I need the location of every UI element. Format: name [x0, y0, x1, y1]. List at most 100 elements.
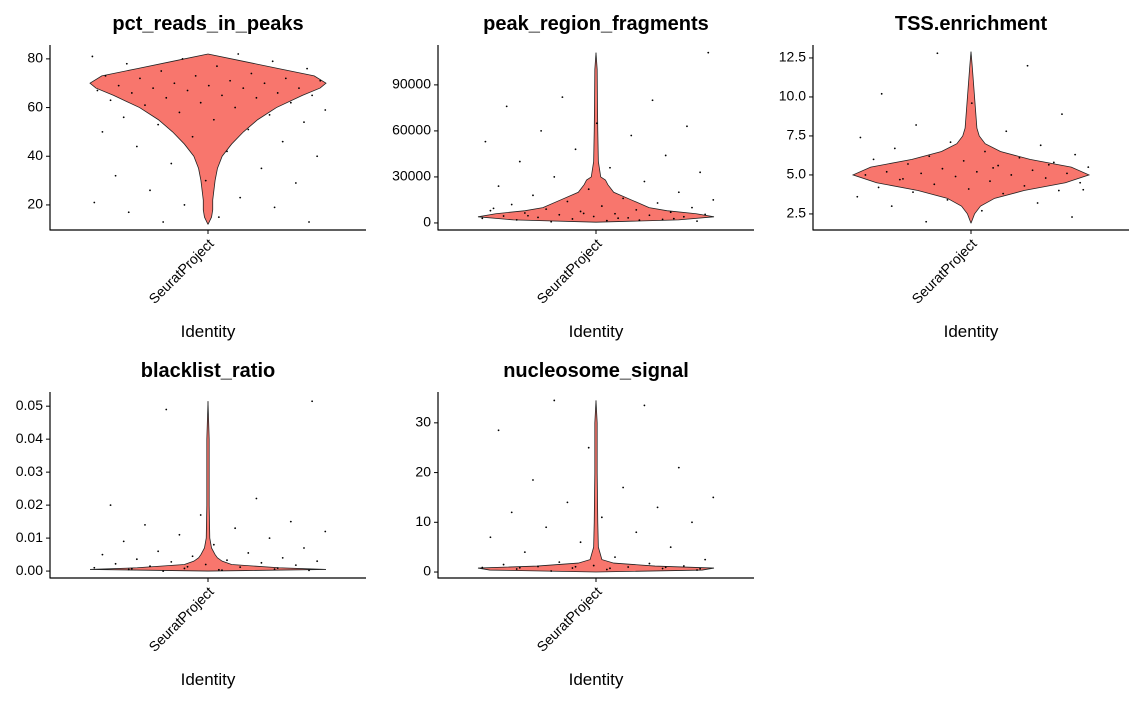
- violin-outline: [207, 401, 327, 572]
- point: [537, 216, 539, 219]
- point: [518, 566, 521, 569]
- point: [135, 145, 138, 148]
- point: [928, 155, 931, 158]
- point: [864, 174, 867, 176]
- point: [162, 221, 165, 223]
- point: [1005, 130, 1008, 133]
- violin-outline: [207, 53, 327, 225]
- point: [686, 125, 688, 128]
- point: [191, 135, 194, 138]
- x-axis-title: Identity: [181, 670, 236, 689]
- point: [165, 96, 168, 99]
- point: [289, 520, 292, 523]
- point: [186, 565, 189, 568]
- point: [1047, 163, 1050, 166]
- point: [532, 479, 534, 481]
- point: [221, 94, 223, 97]
- point: [677, 191, 680, 194]
- point: [553, 176, 556, 178]
- point: [489, 536, 492, 539]
- point: [135, 558, 138, 561]
- violin-outline: [89, 401, 209, 572]
- point: [661, 567, 664, 570]
- point: [656, 202, 659, 204]
- point: [885, 170, 888, 173]
- point: [170, 162, 173, 165]
- point: [183, 567, 186, 570]
- point: [545, 526, 548, 529]
- point: [915, 124, 918, 126]
- point: [109, 504, 112, 507]
- y-tick-label: 7.5: [787, 127, 807, 143]
- violin-half: [208, 54, 326, 225]
- point: [303, 547, 305, 549]
- y-tick-label: 80: [27, 50, 43, 66]
- point: [306, 67, 308, 70]
- point: [962, 160, 965, 162]
- point: [157, 123, 160, 126]
- point: [699, 567, 702, 570]
- point: [93, 201, 96, 204]
- point: [989, 180, 991, 183]
- point: [622, 197, 625, 200]
- point: [144, 524, 146, 526]
- point: [162, 570, 165, 572]
- point: [1018, 156, 1021, 159]
- point: [122, 116, 125, 119]
- point: [627, 566, 630, 568]
- point: [669, 546, 672, 549]
- point: [682, 215, 685, 218]
- y-tick-label: 90000: [392, 76, 431, 92]
- point: [284, 77, 287, 80]
- point: [114, 174, 117, 177]
- point: [199, 514, 202, 516]
- point: [481, 566, 484, 569]
- point: [1023, 184, 1026, 187]
- point: [294, 182, 297, 184]
- x-axis-title: Identity: [944, 322, 999, 341]
- violin-outline: [970, 51, 1091, 224]
- point: [893, 147, 896, 150]
- point: [682, 565, 685, 567]
- point: [127, 568, 130, 571]
- point: [212, 118, 215, 121]
- point: [1026, 64, 1029, 67]
- point: [109, 99, 112, 102]
- panel: blacklist_ratio 0.00 0.01 0.02 0.03 0.04 0.05 S…: [16, 360, 366, 689]
- point: [502, 563, 505, 566]
- point: [217, 216, 220, 219]
- point: [638, 219, 641, 222]
- point: [481, 217, 484, 220]
- violin-half: [90, 401, 208, 572]
- point: [157, 550, 160, 553]
- point: [221, 569, 223, 571]
- point: [130, 567, 133, 570]
- point: [571, 218, 574, 220]
- y-tick-label: 10.0: [779, 88, 806, 104]
- panel-title: pct_reads_in_peaks: [112, 13, 303, 35]
- point: [622, 486, 625, 489]
- x-axis-title: Identity: [569, 670, 624, 689]
- point: [510, 511, 513, 514]
- point: [234, 106, 237, 109]
- point: [510, 203, 513, 206]
- point: [316, 155, 319, 158]
- point: [592, 215, 595, 218]
- point: [1010, 174, 1013, 176]
- point: [122, 540, 125, 543]
- point: [311, 400, 314, 403]
- point: [672, 217, 675, 220]
- violin-outline: [477, 52, 597, 223]
- point: [656, 506, 659, 509]
- point: [984, 150, 986, 153]
- point: [247, 128, 250, 131]
- y-tick-label: 0.03: [16, 463, 43, 479]
- point: [527, 214, 529, 217]
- point: [226, 150, 228, 153]
- point: [605, 219, 608, 222]
- point: [1036, 202, 1039, 204]
- point: [268, 537, 271, 539]
- x-tick-label: SeuratProject: [533, 235, 604, 306]
- point: [975, 170, 978, 173]
- point: [532, 194, 534, 197]
